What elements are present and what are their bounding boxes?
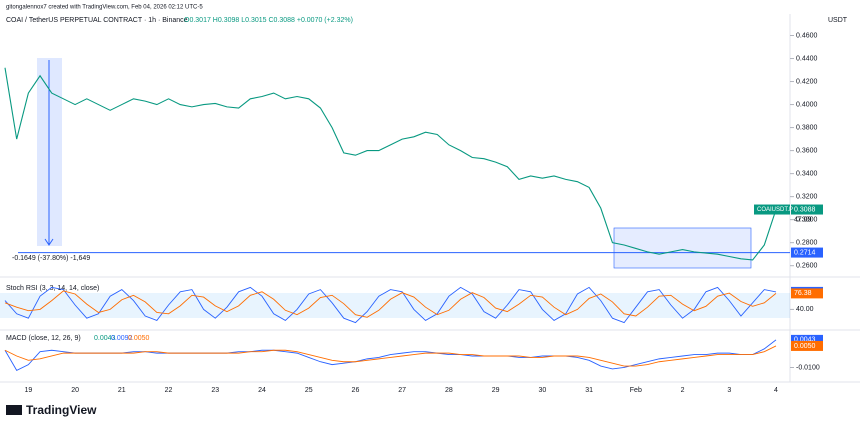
last-value-tag	[791, 204, 823, 215]
macd-legend: 0.0092	[111, 335, 133, 342]
y-tick-label: -0.0100	[796, 364, 820, 371]
y-tick-label: 0.2800	[796, 240, 818, 247]
arrow-head	[44, 238, 54, 246]
last-value-tag	[791, 334, 823, 345]
x-tick-label: 29	[492, 387, 500, 394]
x-tick-label: 27	[398, 387, 406, 394]
y-tick-label: 0.3000	[796, 217, 818, 224]
hline-tag	[791, 247, 823, 258]
last-value-tag	[791, 340, 823, 351]
hline-label: 0.2714	[794, 249, 816, 256]
last-value-tag	[791, 288, 823, 299]
symbol-label: COAIUSDT.P	[757, 207, 793, 213]
countdown: 47:09	[794, 216, 812, 223]
macd-legend: 0.0050	[128, 335, 150, 342]
macd-title: MACD (close, 12, 26, 9)	[6, 335, 81, 342]
last-value-label: 0.0043	[794, 337, 816, 344]
ohlc: O0.3017 H0.3098 L0.3015 C0.3088 +0.0070 …	[184, 17, 353, 24]
last-value-label: 0.3088	[794, 206, 816, 213]
x-tick-label: 24	[258, 387, 266, 394]
y-tick-label: 40.00	[796, 306, 814, 313]
series-line	[4, 286, 777, 324]
x-tick-label: 22	[165, 387, 173, 394]
measure-label-bg	[8, 252, 94, 264]
last-value-label: 76.38	[794, 290, 812, 297]
x-tick-label: 2	[681, 387, 685, 394]
series-line	[4, 290, 777, 318]
x-tick-label: 20	[71, 387, 79, 394]
series-line	[4, 345, 777, 367]
y-tick-label: 0.4600	[796, 32, 818, 39]
y-tick-label: 0.3200	[796, 193, 818, 200]
brand: TradingView	[26, 403, 97, 417]
y-tick-label: 0.4200	[796, 78, 818, 85]
y-tick-label: 0.4400	[796, 55, 818, 62]
x-tick-label: 31	[585, 387, 593, 394]
header: gitongalennox7 created with TradingView.…	[6, 5, 203, 11]
y-tick-label: 0.4000	[796, 101, 818, 108]
stoch-title: Stoch RSI (3, 3, 14, 14, close)	[6, 285, 99, 292]
measure-label: -0.1649 (-37.80%) -1,649	[12, 255, 90, 262]
x-tick-label: 30	[538, 387, 546, 394]
x-tick-label: 21	[118, 387, 126, 394]
x-tick-label: 4	[774, 387, 778, 394]
y-tick-label: 0.3400	[796, 170, 818, 177]
x-tick-label: Feb	[630, 387, 642, 394]
x-tick-label: 28	[445, 387, 453, 394]
x-tick-label: 26	[352, 387, 360, 394]
symbol-tag	[754, 204, 790, 215]
last-value-label: 0.0050	[794, 343, 816, 350]
title: COAI / TetherUS PERPETUAL CONTRACT · 1h …	[6, 17, 188, 24]
y-tick-label: 0.3800	[796, 124, 818, 131]
x-tick-label: 23	[211, 387, 219, 394]
logo	[6, 405, 22, 415]
x-tick-label: 3	[727, 387, 731, 394]
series-line	[4, 339, 777, 371]
macd-legend: 0.0043	[94, 335, 116, 342]
x-tick-label: 25	[305, 387, 313, 394]
series-line	[4, 67, 777, 261]
range-box	[613, 227, 752, 269]
x-tick-label: 19	[24, 387, 32, 394]
unit: USDT	[828, 17, 848, 24]
y-tick-label: 0.2600	[796, 263, 818, 270]
y-tick-label: 0.3600	[796, 147, 818, 154]
